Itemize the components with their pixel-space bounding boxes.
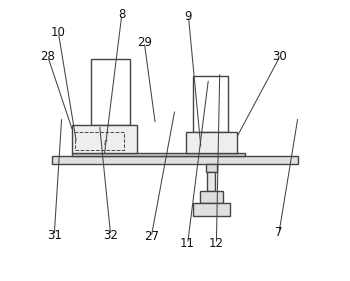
Text: 29: 29: [137, 36, 152, 49]
Bar: [52, 157, 298, 164]
Text: r: r: [104, 138, 107, 147]
Text: 32: 32: [103, 229, 118, 242]
Text: 8: 8: [118, 8, 126, 21]
Bar: [208, 172, 215, 191]
Bar: [75, 132, 124, 150]
Text: 11: 11: [180, 237, 195, 250]
Bar: [193, 76, 228, 132]
Text: 28: 28: [40, 50, 55, 63]
Text: 7: 7: [275, 226, 283, 239]
Text: 31: 31: [47, 229, 62, 242]
Text: 27: 27: [144, 230, 159, 243]
Bar: [91, 59, 130, 125]
Bar: [186, 132, 237, 153]
Bar: [200, 191, 223, 203]
Text: 10: 10: [51, 26, 66, 39]
Text: 30: 30: [273, 50, 287, 63]
Bar: [71, 153, 245, 157]
Bar: [193, 203, 230, 216]
Text: 12: 12: [209, 237, 224, 250]
Bar: [206, 164, 217, 172]
Text: 9: 9: [185, 10, 192, 22]
Bar: [71, 124, 137, 153]
